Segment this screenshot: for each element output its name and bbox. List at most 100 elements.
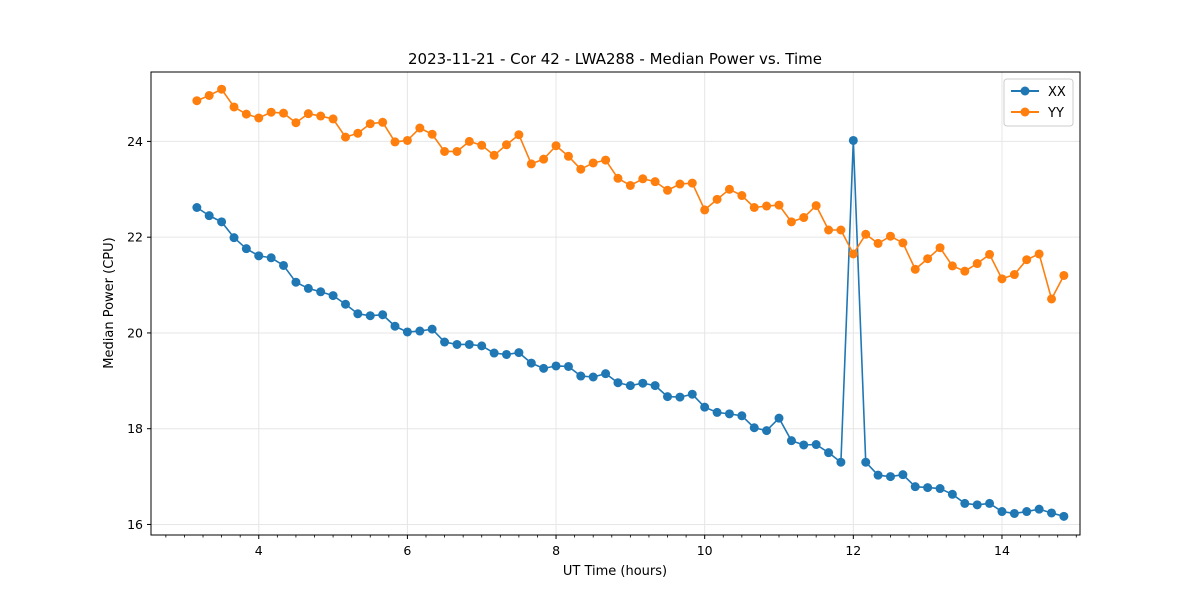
data-point-yy (229, 102, 239, 112)
data-point-xx (1009, 508, 1019, 518)
plot-frame (150, 71, 1081, 536)
data-point-yy (588, 158, 598, 168)
data-point-xx (737, 411, 747, 421)
legend: XX YY (1003, 78, 1074, 127)
y-tick-label: 24 (127, 134, 143, 149)
data-point-xx (241, 244, 251, 254)
data-point-xx (526, 358, 536, 368)
data-point-xx (774, 413, 784, 423)
data-point-yy (601, 155, 611, 165)
data-point-yy (303, 109, 313, 119)
data-point-yy (254, 113, 264, 123)
y-tick-label: 20 (127, 325, 143, 340)
data-point-xx (365, 311, 375, 321)
data-point-xx (539, 363, 549, 373)
data-point-yy (923, 254, 933, 264)
data-point-yy (762, 201, 772, 211)
data-point-yy (786, 217, 796, 227)
data-point-yy (341, 132, 350, 142)
data-point-yy (1047, 294, 1057, 304)
data-point-xx (811, 440, 821, 450)
data-point-xx (440, 337, 450, 347)
data-point-xx (576, 371, 586, 381)
data-point-xx (427, 324, 437, 334)
data-point-yy (390, 137, 400, 147)
data-point-xx (663, 392, 673, 402)
data-point-yy (241, 109, 251, 119)
x-axis-label: UT Time (hours) (563, 564, 667, 579)
data-point-yy (291, 118, 301, 128)
data-point-xx (786, 436, 796, 446)
data-point-yy (985, 249, 995, 259)
x-tick-label: 10 (697, 543, 713, 558)
data-point-yy (328, 114, 338, 124)
data-point-xx (316, 287, 326, 297)
data-point-xx (873, 470, 883, 480)
data-point-xx (563, 361, 573, 371)
x-tick-label: 4 (255, 543, 263, 558)
data-point-xx (328, 291, 338, 301)
data-point-yy (539, 154, 549, 164)
data-point-xx (898, 470, 908, 480)
data-point-xx (650, 381, 660, 391)
data-point-xx (204, 211, 214, 221)
data-point-xx (279, 260, 289, 270)
legend-marker-xx (1020, 86, 1030, 96)
data-point-xx (885, 472, 895, 482)
data-point-yy (663, 185, 673, 195)
data-point-yy (947, 261, 957, 271)
data-point-xx (935, 484, 945, 494)
data-point-yy (885, 231, 895, 241)
data-point-yy (1059, 270, 1069, 280)
data-point-yy (638, 174, 648, 184)
legend-label-yy: YY (1047, 106, 1064, 121)
data-point-yy (774, 200, 784, 210)
data-point-xx (551, 361, 561, 371)
y-tick-label: 16 (127, 517, 143, 532)
data-point-xx (229, 233, 239, 243)
data-point-xx (588, 372, 598, 382)
data-point-yy (1009, 270, 1019, 280)
data-point-yy (192, 96, 202, 106)
data-point-xx (724, 409, 734, 419)
data-point-xx (1047, 508, 1057, 518)
data-point-yy (811, 201, 821, 211)
data-point-yy (613, 173, 623, 183)
data-point-xx (291, 277, 301, 287)
data-point-yy (353, 128, 363, 138)
data-point-yy (824, 225, 834, 235)
data-point-yy (1022, 255, 1032, 265)
data-point-yy (452, 146, 462, 156)
data-point-xx (910, 482, 920, 492)
data-point-xx (217, 217, 227, 227)
y-axis-label: Median Power (CPU) (102, 237, 117, 368)
data-point-xx (192, 203, 202, 212)
data-point-xx (972, 500, 982, 510)
data-point-xx (601, 369, 611, 379)
data-point-xx (514, 348, 524, 358)
data-point-xx (923, 483, 933, 493)
data-point-xx (1059, 511, 1069, 521)
data-point-yy (204, 90, 214, 100)
data-point-xx (390, 321, 400, 331)
data-point-yy (440, 146, 450, 156)
data-point-yy (960, 266, 970, 276)
data-point-yy (997, 274, 1007, 284)
data-point-xx (254, 251, 264, 261)
x-tick-label: 8 (552, 543, 560, 558)
data-point-xx (341, 299, 350, 309)
data-point-xx (489, 348, 499, 358)
data-point-yy (415, 123, 425, 133)
x-tick-label: 14 (994, 543, 1010, 558)
chart-title: 2023-11-21 - Cor 42 - LWA288 - Median Po… (408, 50, 822, 68)
data-point-yy (724, 184, 734, 194)
data-point-yy (489, 150, 499, 160)
data-point-yy (526, 159, 536, 169)
data-point-xx (700, 402, 710, 412)
data-point-yy (898, 238, 908, 248)
data-point-xx (1022, 507, 1032, 517)
data-point-xx (861, 457, 871, 467)
x-tick-label: 6 (403, 543, 411, 558)
data-point-xx (824, 448, 834, 458)
data-point-xx (638, 378, 648, 388)
